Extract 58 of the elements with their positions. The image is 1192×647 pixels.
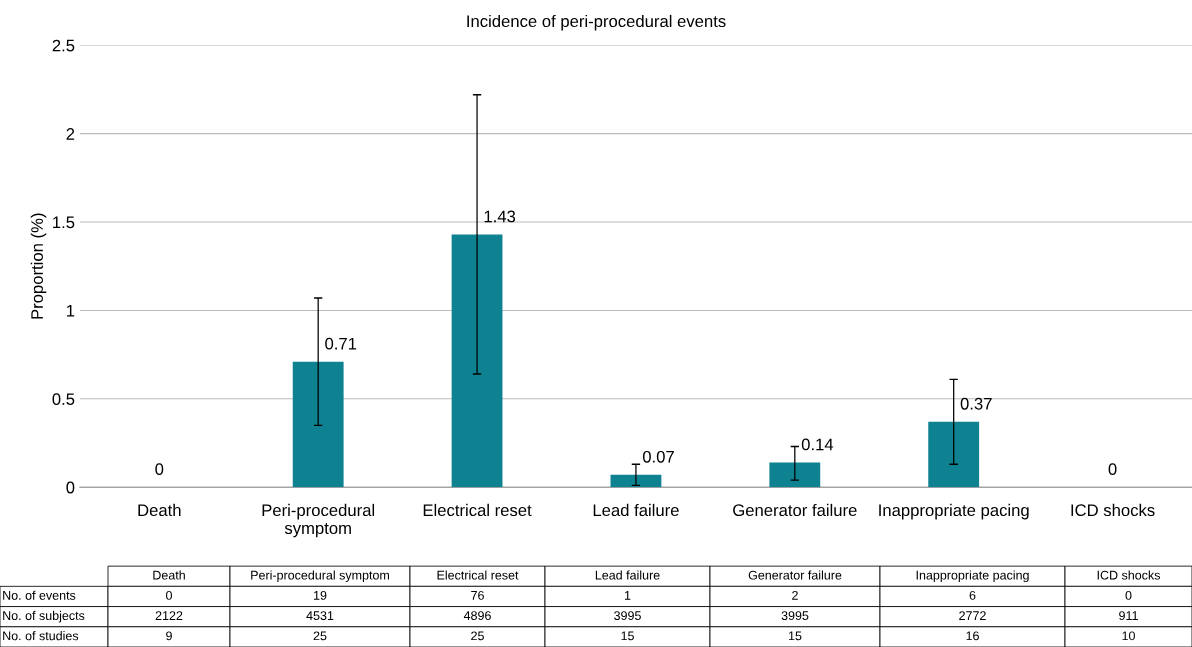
text: 4531	[306, 611, 334, 621]
data-label: 0	[1108, 463, 1117, 476]
text: No. of studies	[3, 631, 79, 641]
data-label: 1.43	[484, 210, 516, 223]
chart-title: Incidence of peri-procedural events	[467, 14, 726, 31]
category-label: Inappropriate pacing	[916, 570, 1029, 583]
x-tick-label: Lead failure	[593, 503, 679, 517]
text: 3995	[614, 611, 641, 621]
text: 911	[1119, 611, 1138, 621]
data-label: 0.37	[960, 397, 992, 410]
bar	[769, 462, 821, 488]
y-tick-label: 2	[66, 128, 75, 140]
data-label: 0.07	[642, 450, 674, 463]
x-tick-label: Generator failure	[733, 503, 857, 517]
category-label: Death	[153, 570, 185, 580]
text: 16	[966, 631, 979, 641]
text: 0	[166, 590, 172, 600]
y-tick-label: 1.5	[53, 216, 75, 229]
data-label: 0.71	[325, 337, 357, 350]
category-label: Peri-procedural symptom	[251, 570, 389, 583]
category-label: Generator failure	[748, 570, 842, 580]
text: 3995	[781, 611, 809, 621]
text: 10	[1122, 631, 1135, 641]
x-tick-label: Peri-procedural symptom	[262, 503, 375, 538]
category-label: ICD shocks	[1097, 570, 1160, 580]
x-tick-label: Electrical reset	[423, 503, 532, 517]
bar	[610, 474, 662, 488]
text: 2772	[959, 611, 986, 620]
text: 15	[789, 631, 802, 641]
x-tick-label: ICD shocks	[1071, 503, 1155, 517]
y-tick-label: 1	[67, 305, 75, 317]
y-tick-label: 0	[66, 481, 75, 494]
text: 25	[471, 631, 484, 641]
data-label: 0	[155, 463, 164, 476]
text: 25	[313, 631, 327, 641]
bar	[292, 361, 344, 488]
category-label: Electrical reset	[437, 570, 519, 580]
y-tick-label: 2.5	[52, 39, 75, 52]
text: 1	[624, 591, 631, 600]
category-label: Lead failure	[595, 570, 660, 580]
x-tick-label: Inappropriate pacing	[879, 503, 1029, 520]
text: 2122	[155, 611, 183, 620]
data-label: 0.14	[801, 438, 834, 451]
y-axis-title: Proportion (%)	[30, 213, 47, 319]
text: No. of subjects	[3, 610, 85, 623]
bar	[451, 234, 503, 488]
text: 76	[471, 590, 484, 600]
y-tick-label: 0.5	[52, 393, 75, 406]
bar	[928, 421, 980, 488]
text: 15	[621, 631, 634, 641]
text: 9	[166, 631, 172, 641]
text: 0	[1125, 590, 1132, 600]
x-tick-label: Death	[138, 503, 181, 517]
text: No. of events	[3, 590, 76, 600]
text: 4896	[463, 611, 491, 621]
text: 19	[314, 590, 327, 600]
text: 2	[792, 590, 798, 600]
text: 6	[969, 590, 976, 600]
